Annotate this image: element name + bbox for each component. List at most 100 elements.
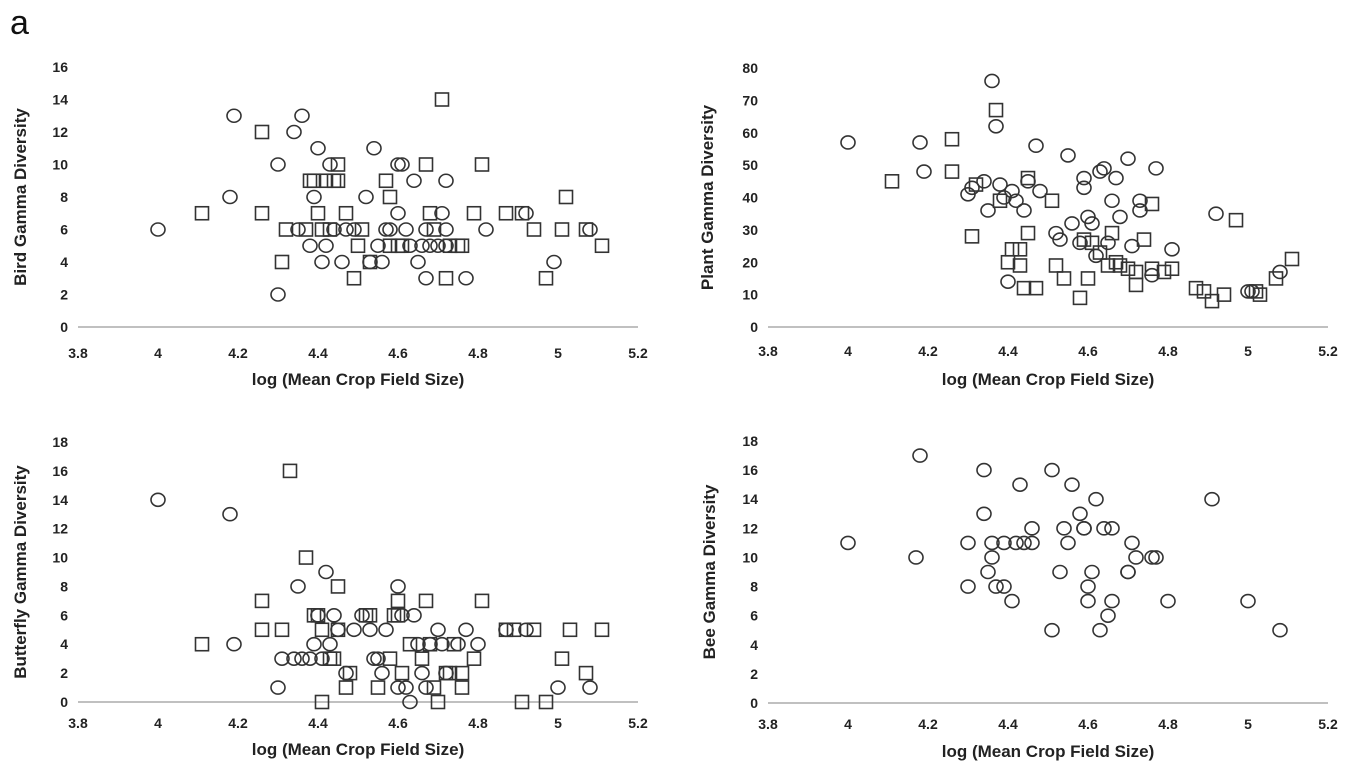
square-point <box>362 608 378 623</box>
circle-point <box>422 238 438 254</box>
square-point <box>1028 280 1044 296</box>
square-point <box>418 157 434 172</box>
circle-point <box>378 622 394 638</box>
y-tick-label: 2 <box>750 666 758 682</box>
x-tick-label: 4 <box>844 343 852 359</box>
circle-point <box>422 636 438 652</box>
square-point <box>314 222 330 237</box>
circle-point <box>1044 622 1060 638</box>
circle-point <box>1096 521 1112 536</box>
square-point <box>310 205 326 221</box>
square-point <box>506 622 522 638</box>
square-point <box>992 193 1008 209</box>
circle-point <box>1120 151 1136 166</box>
circle-point <box>390 157 406 172</box>
y-axis-title: Bee Gamma Diversity <box>700 484 719 659</box>
circle-point <box>1132 203 1148 218</box>
x-tick-label: 4.6 <box>1078 343 1098 359</box>
y-tick-label: 70 <box>742 92 758 108</box>
circle-point <box>840 535 856 551</box>
square-point <box>442 238 458 254</box>
circle-point <box>390 680 406 695</box>
circle-point <box>270 157 286 172</box>
circle-point <box>1016 535 1032 551</box>
circle-point <box>418 222 434 237</box>
square-point <box>370 680 386 695</box>
y-tick-label: 14 <box>742 491 758 507</box>
circle-point <box>1076 170 1092 186</box>
circle-point <box>1148 550 1164 565</box>
circle-point <box>326 608 342 623</box>
circle-point <box>1104 193 1120 209</box>
panel-label: a <box>10 4 29 42</box>
square-point <box>1012 258 1028 273</box>
x-tick-label: 5.2 <box>628 345 648 361</box>
square-point <box>438 270 454 286</box>
circle-point <box>1096 161 1112 176</box>
square-point <box>474 157 490 172</box>
circle-point <box>1064 477 1080 492</box>
circle-point <box>1088 491 1104 507</box>
circle-point <box>1132 193 1148 209</box>
y-tick-label: 2 <box>60 287 68 303</box>
circle-point <box>1072 235 1088 251</box>
x-tick-label: 4.4 <box>308 345 328 361</box>
circle-point <box>1024 535 1040 551</box>
circle-point <box>318 564 334 580</box>
square-point <box>254 205 270 221</box>
square-point <box>402 636 418 652</box>
circle-point <box>960 535 976 551</box>
x-tick-label: 4.8 <box>1158 716 1178 732</box>
circle-point <box>912 448 928 463</box>
x-tick-label: 4.4 <box>998 716 1018 732</box>
circle-point <box>434 636 450 652</box>
circle-point <box>960 579 976 594</box>
square-point <box>330 173 346 189</box>
circle-point <box>398 222 414 237</box>
circle-point <box>1092 622 1108 638</box>
square-point <box>1000 254 1016 270</box>
square-point <box>338 680 354 695</box>
square-point <box>254 622 270 638</box>
circle-point <box>322 157 338 172</box>
square-point <box>426 680 442 695</box>
square-point <box>378 173 394 189</box>
y-tick-label: 0 <box>60 694 68 710</box>
x-tick-label: 5.2 <box>1318 343 1338 359</box>
circle-point <box>1240 284 1256 299</box>
circle-point <box>980 564 996 580</box>
square-point <box>1188 280 1204 296</box>
y-tick-label: 20 <box>742 254 758 270</box>
x-axis-title: log (Mean Crop Field Size) <box>252 740 465 759</box>
square-point <box>390 593 406 609</box>
circle-point <box>984 535 1000 551</box>
square-point <box>1016 280 1032 296</box>
x-tick-label: 3.8 <box>758 716 778 732</box>
circle-point <box>518 622 534 638</box>
square-point <box>330 157 346 172</box>
square-point <box>1196 284 1212 299</box>
y-tick-label: 0 <box>60 319 68 335</box>
circle-point <box>582 680 598 695</box>
square-point <box>418 593 434 609</box>
y-tick-label: 8 <box>60 578 68 594</box>
square-point <box>394 238 410 254</box>
circle-point <box>1104 521 1120 536</box>
circle-point <box>1004 183 1020 199</box>
square-point <box>514 205 530 221</box>
y-tick-label: 10 <box>742 549 758 565</box>
circle-point <box>1272 622 1288 638</box>
square-point <box>1112 258 1128 273</box>
x-tick-label: 4.2 <box>918 343 938 359</box>
square-point <box>554 222 570 237</box>
square-point <box>346 270 362 286</box>
y-tick-label: 50 <box>742 157 758 173</box>
circle-point <box>1008 535 1024 551</box>
circle-point <box>306 636 322 652</box>
y-tick-label: 6 <box>750 608 758 624</box>
circle-point <box>402 694 418 710</box>
circle-point <box>1144 267 1160 283</box>
circle-point <box>1088 248 1104 264</box>
square-point <box>382 651 398 666</box>
x-tick-label: 5.2 <box>1318 716 1338 732</box>
